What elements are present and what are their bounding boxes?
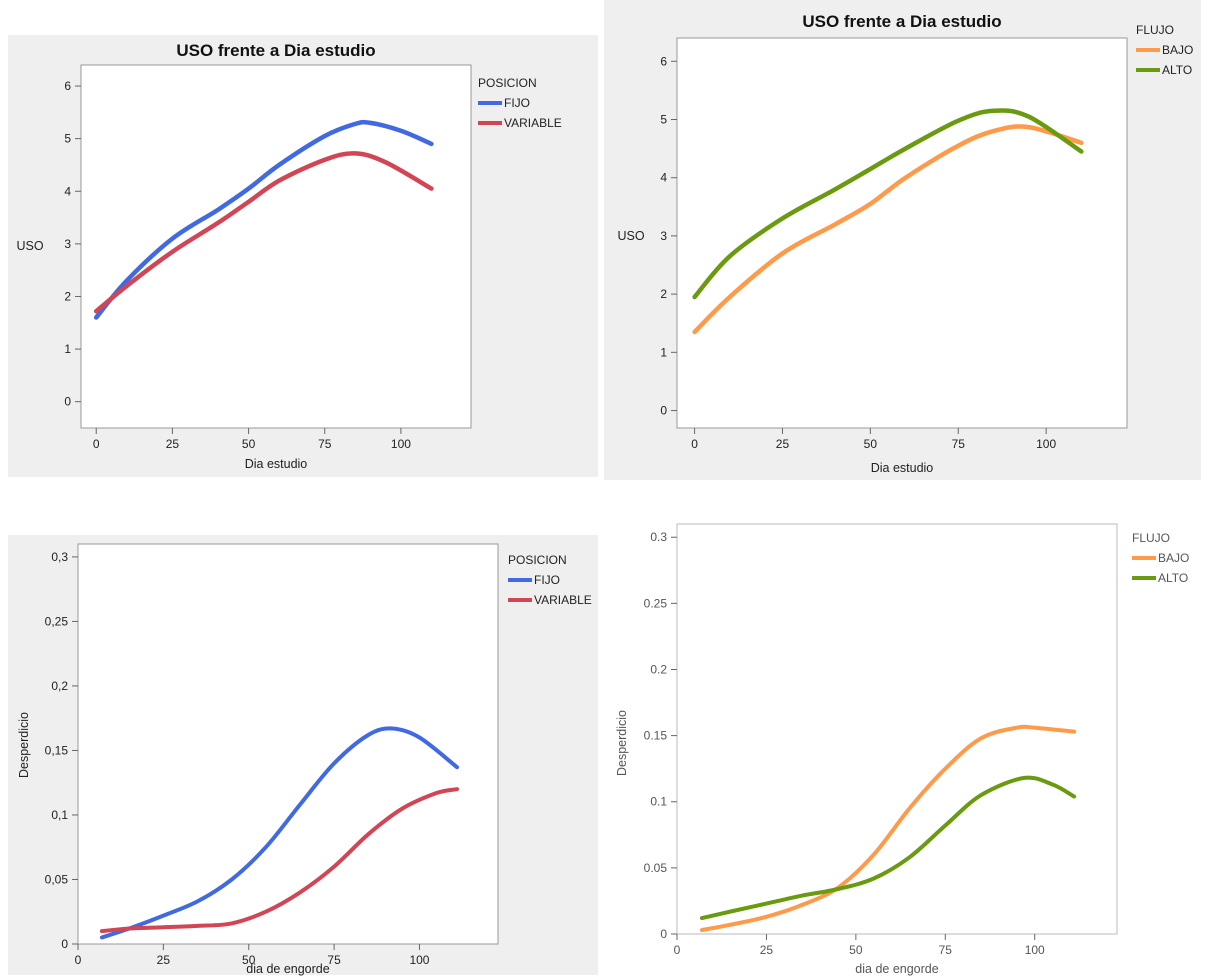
plot-area (80, 64, 472, 429)
legend-label-fijo: FIJO (534, 573, 560, 587)
chart-desperdicio-flujo: 0 0.05 0.1 0.15 0.2 0.25 0.3 0 25 50 75 100 dia de e… (615, 523, 1189, 976)
plot-area (676, 37, 1128, 429)
x-tick-label: 50 (849, 943, 863, 957)
x-tick-label: 50 (242, 437, 256, 451)
y-tick-label: 0,1 (51, 808, 68, 822)
legend-title: FLUJO (1132, 531, 1170, 545)
y-tick-label: 0.2 (650, 662, 667, 676)
y-tick-label: 0 (660, 927, 667, 941)
y-tick-label: 0,05 (45, 872, 69, 886)
y-tick-label: 3 (660, 229, 667, 243)
y-axis-label: USO (16, 239, 43, 253)
x-axis-label: Dia estudio (871, 461, 934, 475)
legend-label-bajo: BAJO (1158, 551, 1189, 565)
x-tick-label: 100 (1025, 943, 1045, 957)
series-line-alto (692, 108, 1084, 300)
legend-title: POSICION (508, 553, 567, 567)
legend-label-fijo: FIJO (504, 96, 530, 110)
x-tick-label: 0 (691, 437, 698, 451)
chart-title: USO frente a Dia estudio (802, 12, 1001, 31)
series-line-bajo (692, 124, 1084, 335)
y-tick-label: 0.1 (650, 795, 667, 809)
legend-label-bajo: BAJO (1162, 43, 1193, 57)
y-axis-label: Desperdicio (17, 712, 31, 778)
y-tick-label: 0 (660, 404, 667, 418)
y-tick-label: 1 (64, 342, 71, 356)
legend-title: POSICION (478, 76, 537, 90)
x-tick-label: 100 (409, 953, 429, 967)
y-tick-label: 6 (64, 79, 71, 93)
chart-panel-desperdicio-flujo: 0 0.05 0.1 0.15 0.2 0.25 0.3 0 25 50 75 100 dia de e… (604, 518, 1201, 976)
chart-panel-uso-flujo: USO frente a Dia estudio 0 1 2 3 4 5 6 0 25 50 75 10… (604, 0, 1201, 480)
chart-title: USO frente a Dia estudio (176, 41, 375, 60)
y-tick-label: 0,25 (45, 614, 69, 628)
y-axis-label: Desperdicio (615, 710, 629, 776)
y-tick-label: 6 (660, 54, 667, 68)
chart-desperdicio-posicion: 0 0,05 0,1 0,15 0,2 0,25 0,3 0 25 50 75 100 dia de e… (17, 543, 592, 976)
x-tick-label: 0 (93, 437, 100, 451)
x-tick-label: 50 (864, 437, 878, 451)
series-line-variable (93, 151, 434, 314)
x-tick-label: 25 (776, 437, 790, 451)
x-tick-label: 75 (939, 943, 953, 957)
y-tick-label: 1 (660, 345, 667, 359)
legend-label-variable: VARIABLE (504, 116, 562, 130)
series-line-variable (99, 787, 459, 934)
x-tick-label: 0 (75, 953, 82, 967)
x-tick-label: 25 (157, 953, 171, 967)
legend-label-variable: VARIABLE (534, 593, 592, 607)
x-tick-label: 75 (318, 437, 332, 451)
y-tick-label: 0 (61, 937, 68, 951)
y-tick-label: 0,15 (45, 743, 69, 757)
y-tick-label: 5 (64, 132, 71, 146)
legend-label-alto: ALTO (1162, 63, 1192, 77)
chart-uso-flujo: USO frente a Dia estudio 0 1 2 3 4 5 6 0 25 50 75 10… (617, 12, 1193, 475)
x-axis-label: dia de engorde (246, 962, 329, 976)
chart-panel-desperdicio-posicion: 0 0,05 0,1 0,15 0,2 0,25 0,3 0 25 50 75 100 dia de e… (8, 535, 598, 976)
x-tick-label: 0 (674, 943, 681, 957)
series-line-fijo (99, 726, 459, 940)
x-axis-label: Dia estudio (245, 457, 308, 471)
series-line-fijo (93, 119, 434, 320)
y-tick-label: 0,2 (51, 679, 68, 693)
y-tick-label: 2 (64, 289, 71, 303)
series-line-alto (700, 775, 1077, 921)
y-tick-label: 0.25 (644, 596, 668, 610)
x-tick-label: 75 (952, 437, 966, 451)
y-tick-label: 2 (660, 287, 667, 301)
x-tick-label: 25 (760, 943, 774, 957)
y-tick-label: 3 (64, 237, 71, 251)
x-tick-label: 100 (391, 437, 411, 451)
y-tick-label: 4 (660, 171, 667, 185)
chart-panel-uso-posicion: USO frente a Dia estudio 0 1 2 3 4 5 6 0 25 50 75 10… (8, 35, 598, 477)
x-tick-label: 50 (242, 953, 256, 967)
series-line-bajo (700, 724, 1077, 932)
y-tick-label: 0 (64, 395, 71, 409)
legend-label-alto: ALTO (1158, 571, 1188, 585)
y-tick-label: 0,3 (51, 550, 68, 564)
x-tick-label: 75 (327, 953, 341, 967)
y-tick-label: 0.3 (650, 530, 667, 544)
chart-uso-posicion: USO frente a Dia estudio 0 1 2 3 4 5 6 0 25 50 75 10… (16, 41, 562, 471)
y-tick-label: 5 (660, 112, 667, 126)
y-axis-label: USO (617, 229, 644, 243)
x-tick-label: 100 (1036, 437, 1056, 451)
x-tick-label: 25 (166, 437, 180, 451)
y-tick-label: 0.05 (644, 861, 668, 875)
plot-area (77, 543, 499, 945)
x-axis-label: dia de engorde (855, 962, 938, 976)
legend-title: FLUJO (1136, 23, 1174, 37)
y-tick-label: 0.15 (644, 729, 668, 743)
y-tick-label: 4 (64, 184, 71, 198)
